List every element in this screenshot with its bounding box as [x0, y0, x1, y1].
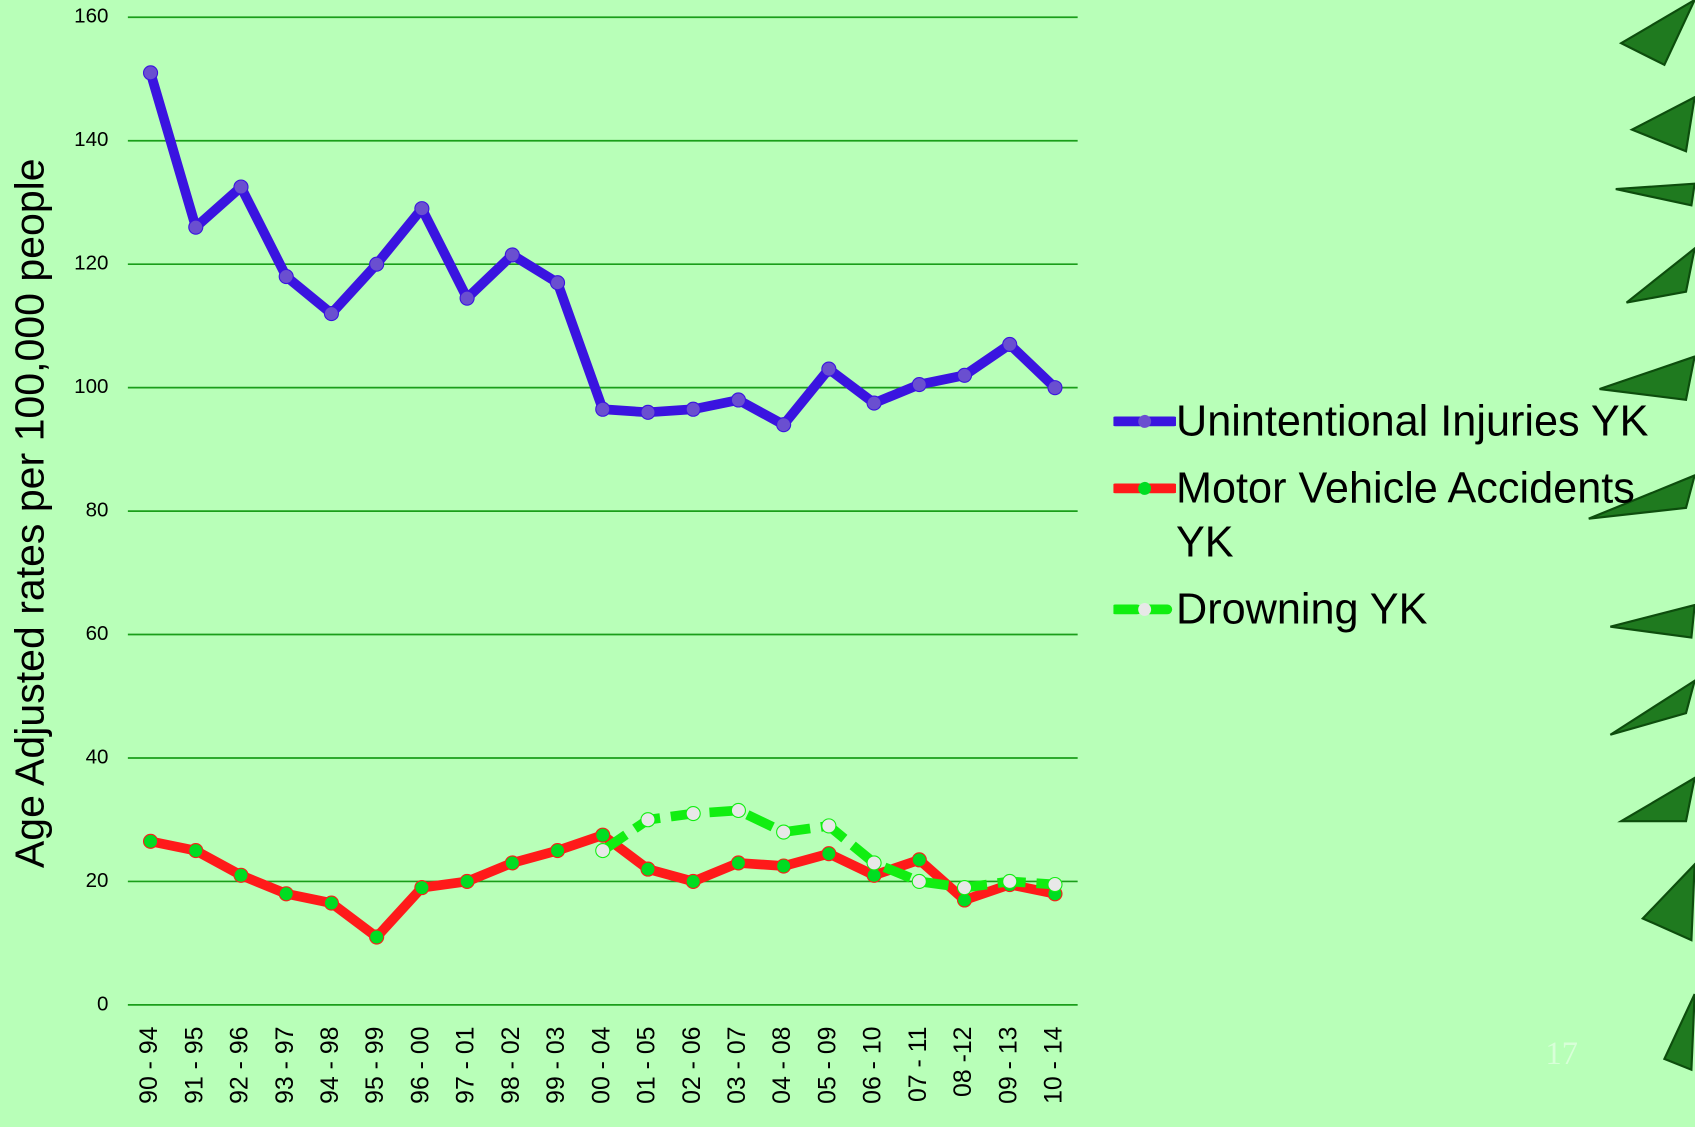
y-tick-label: 160: [74, 5, 108, 28]
data-point: [189, 844, 203, 858]
legend-box: Unintentional Injuries YK Motor Vehicle A…: [1113, 394, 1694, 751]
page: {"chart_data": {"type": "line", "y_label…: [0, 0, 1695, 1127]
x-tick-label: 02 - 06: [679, 1027, 706, 1104]
data-point: [867, 856, 881, 870]
x-tick-label: 06 - 10: [860, 1027, 887, 1104]
series-line: [151, 73, 1055, 425]
data-point: [415, 881, 429, 895]
x-tick-label: 95 - 99: [362, 1027, 389, 1104]
x-tick-label: 01 - 05: [634, 1027, 661, 1104]
x-tick-label: 96 - 00: [407, 1027, 434, 1104]
legend: Unintentional Injuries YK Motor Vehicle A…: [1113, 394, 1694, 636]
legend-label: Motor Vehicle Accidents YK: [1176, 461, 1651, 569]
data-point: [505, 856, 519, 870]
data-point: [777, 859, 791, 873]
data-point: [1003, 337, 1017, 351]
y-tick-label: 40: [86, 745, 109, 768]
data-point: [596, 844, 610, 858]
y-tick-label: 120: [74, 252, 108, 275]
legend-item: Motor Vehicle Accidents YK: [1113, 461, 1694, 569]
data-point: [144, 834, 158, 848]
x-tick-label: 09 - 13: [995, 1027, 1022, 1104]
data-point: [234, 180, 248, 194]
y-tick-label: 0: [97, 992, 108, 1015]
data-point: [1003, 874, 1017, 888]
x-tick-label: 07 - 11: [905, 1027, 932, 1103]
legend-label: Unintentional Injuries YK: [1176, 394, 1651, 448]
data-point: [279, 270, 293, 284]
data-point: [686, 807, 700, 821]
x-tick-label: 00 - 04: [588, 1026, 615, 1104]
data-point: [731, 856, 745, 870]
y-tick-label: 60: [86, 622, 109, 645]
data-point: [370, 257, 384, 271]
y-tick-label: 80: [86, 499, 109, 522]
x-tick-label: 92 - 96: [227, 1027, 254, 1104]
x-tick-label: 98 - 02: [498, 1027, 525, 1104]
data-point: [144, 66, 158, 80]
x-tick-label: 08 -12: [950, 1027, 977, 1097]
data-point: [1048, 878, 1062, 892]
x-tick-label: 91 - 95: [181, 1027, 208, 1104]
slide: Age Adjusted rates per 100,000 people 17…: [0, 0, 1695, 1127]
data-point: [822, 362, 836, 376]
y-axis-label: Age Adjusted rates per 100,000 people: [7, 158, 53, 868]
x-tick-label: 05 - 09: [814, 1027, 841, 1104]
data-point: [957, 881, 971, 895]
x-tick-label: 03 - 07: [724, 1027, 751, 1104]
data-point: [777, 418, 791, 432]
data-point: [641, 813, 655, 827]
data-point: [731, 803, 745, 817]
data-point: [957, 368, 971, 382]
legend-swatch: [1113, 394, 1176, 448]
data-point: [822, 847, 836, 861]
data-point: [460, 874, 474, 888]
data-point: [234, 868, 248, 882]
legend-item: Drowning YK: [1113, 582, 1694, 636]
data-point: [912, 874, 926, 888]
data-point: [551, 276, 565, 290]
legend-item: Unintentional Injuries YK: [1113, 394, 1694, 448]
data-point: [596, 828, 610, 842]
x-tick-label: 04 - 08: [769, 1027, 796, 1104]
data-point: [912, 853, 926, 867]
legend-marker: [1138, 603, 1151, 616]
data-point: [686, 874, 700, 888]
data-point: [370, 930, 384, 944]
data-point: [551, 844, 565, 858]
legend-swatch: [1113, 582, 1176, 636]
data-point: [912, 378, 926, 392]
x-tick-label: 90 - 94: [136, 1026, 163, 1104]
slide-number: 17: [1546, 1036, 1578, 1072]
legend-label: Drowning YK: [1176, 582, 1651, 636]
data-point: [460, 291, 474, 305]
data-point: [777, 825, 791, 839]
x-tick-label: 10 - 14: [1041, 1026, 1068, 1104]
data-point: [641, 405, 655, 419]
legend-swatch: [1113, 461, 1176, 515]
legend-marker: [1138, 415, 1151, 428]
data-point: [279, 887, 293, 901]
data-point: [686, 402, 700, 416]
data-point: [731, 393, 745, 407]
x-tick-label: 94 - 98: [317, 1027, 344, 1104]
x-tick-label: 97 - 01: [453, 1027, 480, 1104]
y-tick-label: 100: [74, 375, 108, 398]
data-point: [415, 202, 429, 216]
data-point: [596, 402, 610, 416]
x-tick-label: 99 - 03: [543, 1027, 570, 1104]
legend-marker: [1138, 482, 1151, 495]
data-point: [867, 396, 881, 410]
data-point: [1048, 381, 1062, 395]
data-point: [324, 307, 338, 321]
x-tick-label: 93 - 97: [272, 1027, 299, 1104]
data-point: [505, 248, 519, 262]
data-point: [641, 862, 655, 876]
data-point: [822, 819, 836, 833]
data-point: [189, 220, 203, 234]
y-tick-label: 140: [74, 128, 108, 151]
y-tick-label: 20: [86, 869, 109, 892]
data-point: [324, 896, 338, 910]
